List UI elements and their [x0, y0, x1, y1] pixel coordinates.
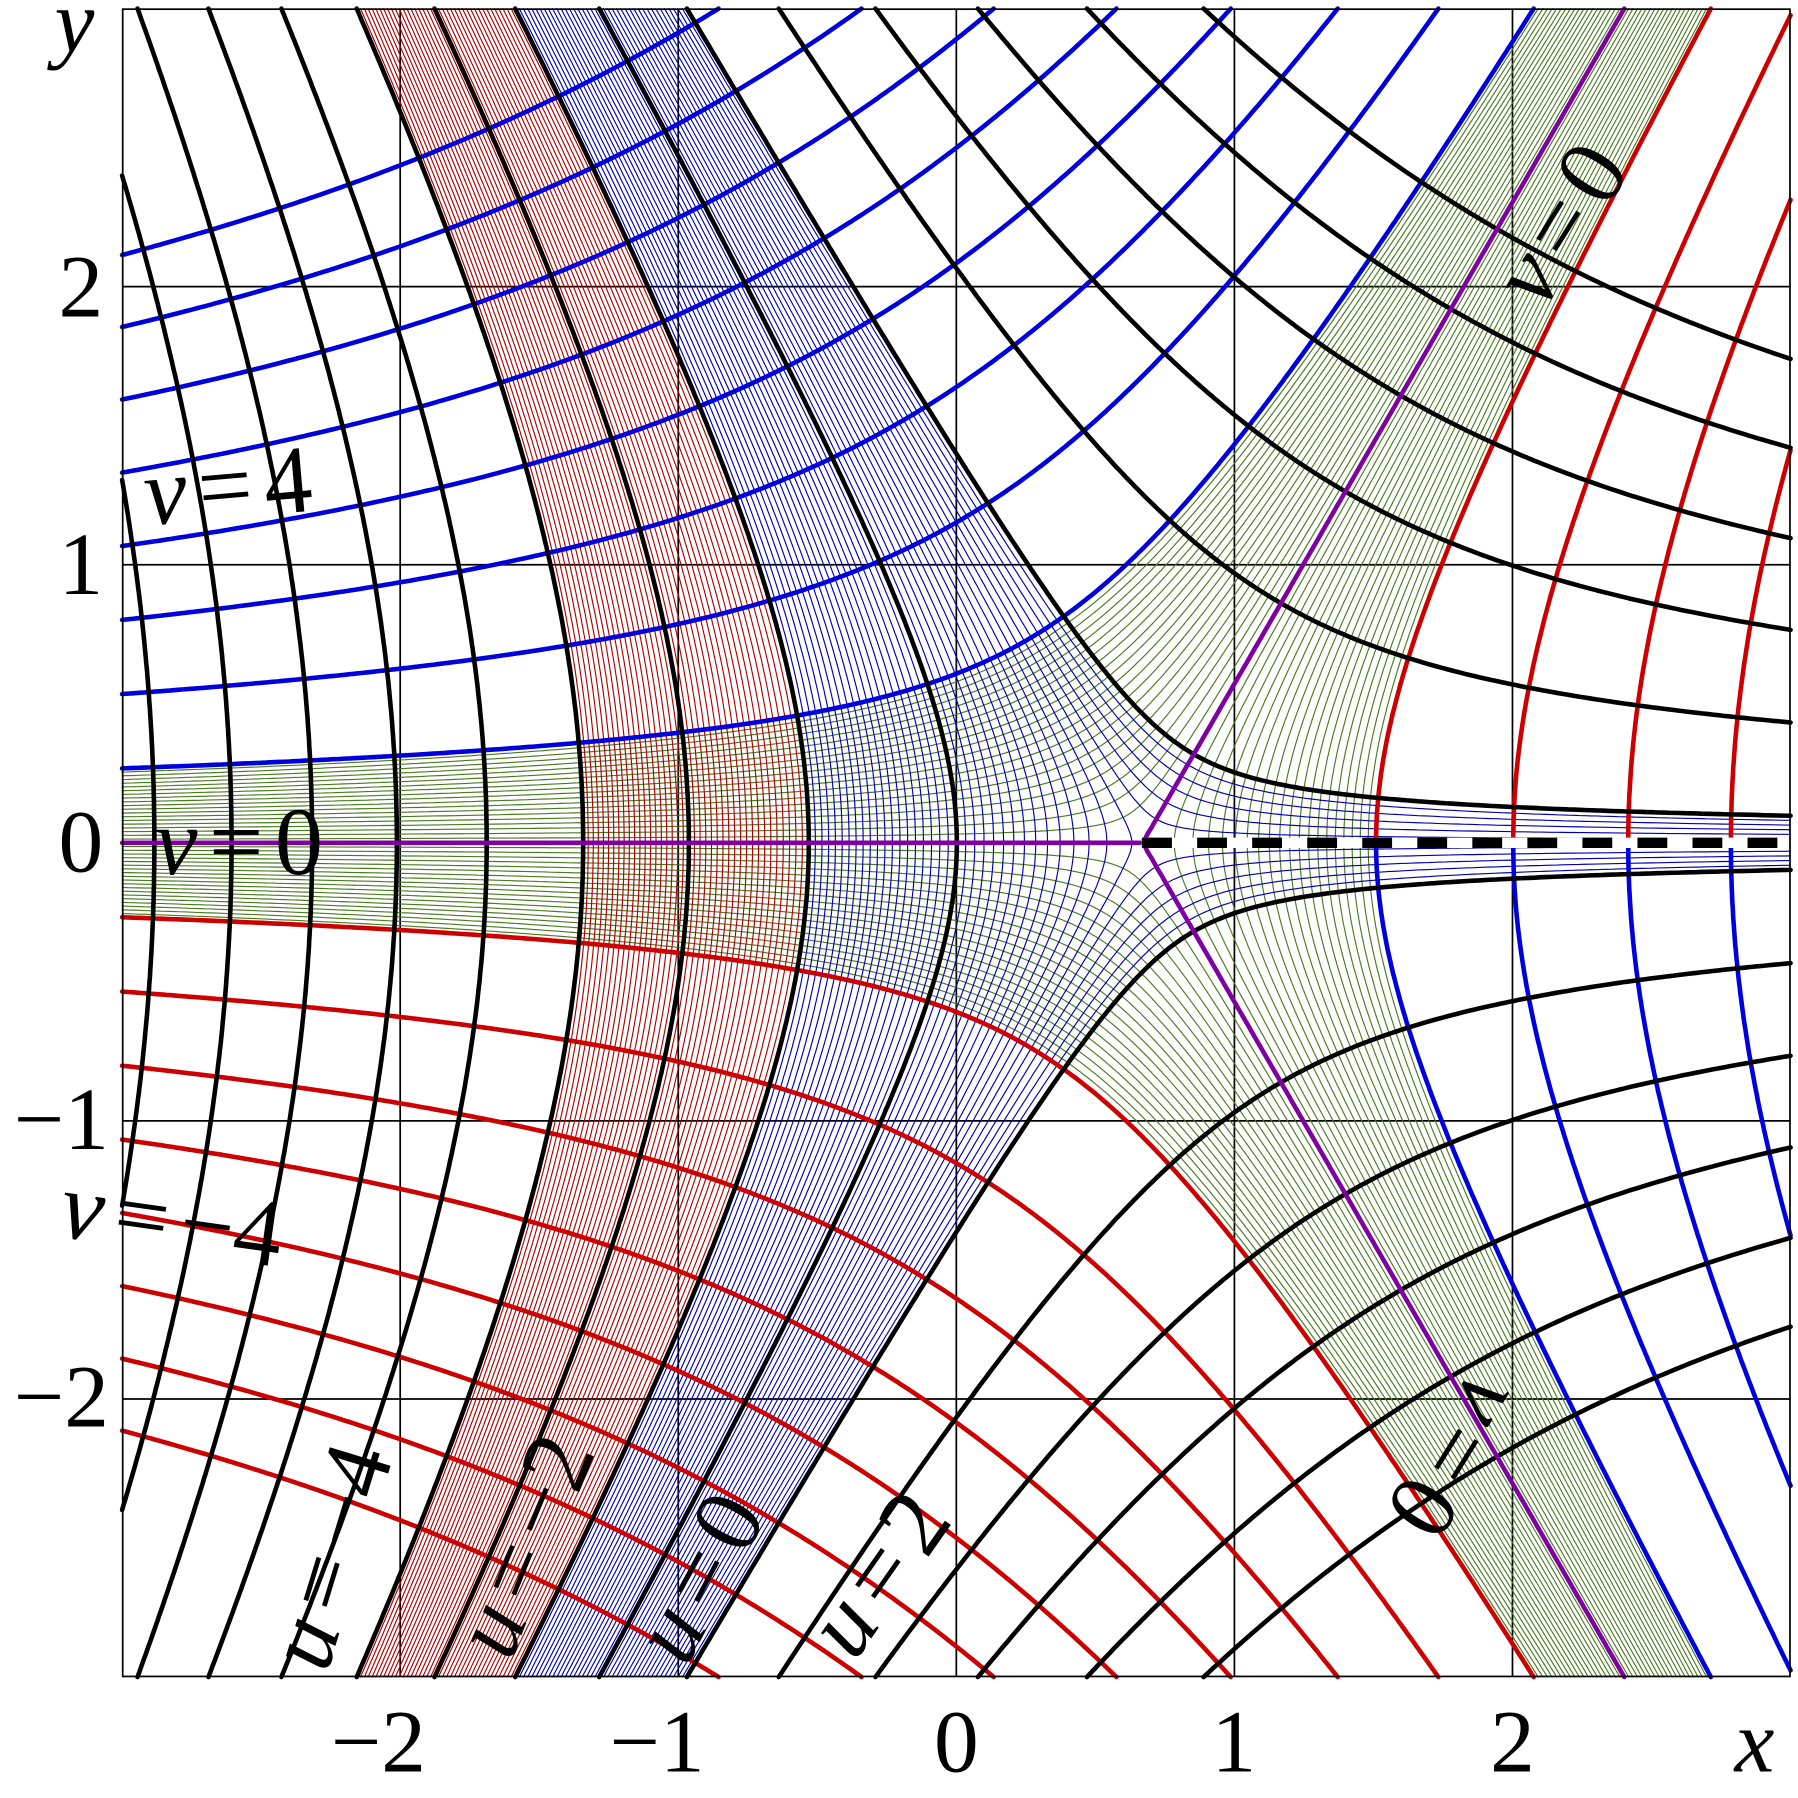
- thin-v-contour-green: [121, 8, 1691, 1678]
- thin-v-contour-green: [121, 8, 1647, 1678]
- y-axis-ticks: 2 1 0 −1 −2: [14, 237, 109, 1446]
- thin-v-contour-green: [121, 8, 1669, 1678]
- y-tick: 0: [58, 792, 103, 891]
- thin-u-contour-red: [386, 8, 625, 1678]
- thin-u-contour-red: [422, 8, 673, 1678]
- thin-v-contour-green: [121, 8, 1656, 1678]
- thin-v-contour-green: [121, 8, 1647, 1678]
- thin-u-contour-red: [457, 8, 724, 1678]
- thin-u-contour-red: [375, 8, 610, 1678]
- thin-u-contour-red: [453, 8, 718, 1678]
- thin-v-contour-green: [121, 8, 1708, 1678]
- thin-v-contour-green: [121, 8, 1686, 1678]
- thin-u-contour-red: [430, 8, 684, 1678]
- thin-v-contour-green: [121, 8, 1652, 1678]
- thin-u-contour-red: [367, 8, 599, 1678]
- y-tick: 2: [58, 237, 103, 336]
- y-tick: −2: [14, 1347, 109, 1446]
- thin-u-contour-red: [379, 8, 615, 1678]
- thin-u-contour-red: [418, 8, 668, 1678]
- label-v-equals-0-left: v = 0: [155, 788, 323, 895]
- thin-v-contour-green: [121, 8, 1691, 1678]
- thin-u-contour-red: [473, 8, 748, 1678]
- x-tick: 1: [1211, 1693, 1256, 1792]
- y-axis-label: y: [47, 0, 95, 72]
- y-tick: 1: [58, 515, 103, 614]
- thin-u-contour-red: [469, 8, 742, 1678]
- thin-u-contour-red: [425, 8, 679, 1678]
- thin-v-contour-green: [121, 8, 1643, 1678]
- thin-u-contour-red: [406, 8, 652, 1678]
- thin-v-contour-green: [121, 8, 1630, 1678]
- thin-v-contour-green: [121, 8, 1703, 1678]
- label-v-equals-neg4: v=−4: [54, 1151, 289, 1288]
- x-tick: 2: [1490, 1693, 1535, 1792]
- thin-v-contour-green: [121, 8, 1660, 1678]
- thin-u-contour-red: [383, 8, 620, 1678]
- thin-v-contour-green: [121, 8, 1699, 1678]
- thin-u-contour-red: [461, 8, 730, 1678]
- thin-u-contour-red: [363, 8, 594, 1678]
- thin-contour-bands: [121, 8, 1792, 1678]
- label-v-equals-4: v=4: [139, 425, 316, 546]
- x-axis-label: x: [1733, 1693, 1775, 1792]
- x-tick: −1: [609, 1693, 704, 1792]
- thin-v-contour-green: [121, 8, 1673, 1678]
- thin-u-contour-red: [390, 8, 630, 1678]
- thin-v-contour-green: [121, 8, 1708, 1678]
- thin-v-contour-green: [121, 8, 1703, 1678]
- thin-v-contour-green: [121, 8, 1634, 1678]
- thin-u-contour-red: [394, 8, 636, 1678]
- x-tick: 0: [934, 1693, 979, 1792]
- thin-v-contour-green: [121, 8, 1639, 1678]
- thin-v-contour-green: [121, 8, 1656, 1678]
- thin-v-contour-green: [121, 8, 1639, 1678]
- x-tick: −2: [331, 1693, 426, 1792]
- thin-u-contour-red: [414, 8, 662, 1678]
- x-axis-ticks: −2 −1 0 1 2: [331, 1693, 1535, 1792]
- thin-u-contour-red: [402, 8, 646, 1678]
- thin-v-contour-green: [121, 8, 1630, 1678]
- label-u-equals-neg4: u=−4: [245, 1431, 414, 1680]
